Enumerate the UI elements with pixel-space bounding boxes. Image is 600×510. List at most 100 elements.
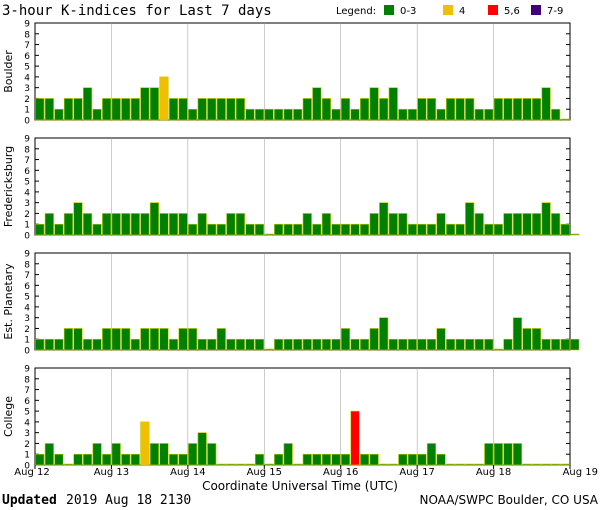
k-index-bar [541, 202, 551, 236]
k-index-bar [484, 108, 494, 121]
legend-item-label: 7-9 [547, 6, 563, 17]
k-index-bar [522, 98, 532, 121]
k-index-bar [216, 98, 226, 121]
legend-item-label: 5,6 [504, 6, 520, 17]
k-index-bar [159, 76, 169, 121]
k-index-bar [522, 213, 532, 236]
k-index-bar [551, 108, 561, 121]
k-index-bar [474, 338, 484, 351]
k-index-bar [207, 443, 217, 466]
k-index-bar [188, 443, 198, 466]
k-index-bar [493, 348, 503, 351]
k-index-bar [235, 213, 245, 236]
k-index-bar [178, 453, 188, 466]
k-index-bar [130, 98, 140, 121]
y-tick-label: 0 [24, 232, 30, 242]
k-index-bar [73, 202, 83, 236]
k-index-bar [111, 328, 121, 351]
panel-label: Est. Planetary [2, 263, 15, 340]
k-index-bar [245, 108, 255, 121]
k-index-bar [245, 223, 255, 236]
x-tick-label: Aug 15 [247, 467, 282, 478]
k-index-bar [426, 338, 437, 351]
k-index-bar [188, 108, 198, 121]
panel-frame [34, 137, 571, 236]
k-index-bar [493, 223, 503, 236]
y-tick-label: 5 [24, 408, 30, 418]
k-index-bar [455, 223, 465, 236]
k-index-bar [283, 223, 293, 236]
y-tick-label: 8 [24, 260, 30, 270]
k-index-bar [417, 98, 427, 121]
y-tick-label: 0 [24, 347, 30, 357]
k-index-bar [293, 108, 303, 121]
k-index-bar [522, 328, 532, 351]
k-index-bar [274, 108, 284, 121]
legend-item-label: 0-3 [400, 6, 416, 17]
k-index-bar [560, 463, 570, 466]
k-index-bar [340, 328, 351, 351]
k-index-bar [436, 108, 446, 121]
k-index-bar [178, 213, 188, 236]
k-index-bar [531, 463, 542, 466]
x-tick-label: Aug 14 [170, 467, 205, 478]
k-index-bar [331, 108, 341, 121]
k-index-bar [541, 463, 551, 466]
k-index-bar [82, 453, 93, 466]
k-index-bar [92, 443, 102, 466]
k-index-bar [541, 87, 551, 121]
k-index-bar [321, 453, 331, 466]
y-tick-label: 6 [24, 167, 30, 177]
k-index-bar [541, 338, 551, 351]
k-index-bar [102, 213, 112, 236]
k-index-bar [570, 338, 580, 351]
k-index-bar [379, 317, 389, 351]
k-index-bar [426, 223, 437, 236]
y-tick-label: 8 [24, 375, 30, 385]
y-tick-label: 4 [24, 73, 30, 83]
k-index-bar [168, 338, 179, 351]
k-index-bar [149, 443, 159, 466]
k-index-bar [321, 338, 331, 351]
y-tick-label: 2 [24, 440, 30, 450]
y-tick-label: 6 [24, 282, 30, 292]
k-index-bar [188, 223, 198, 236]
k-index-bar [503, 98, 513, 121]
y-tick-label: 3 [24, 429, 30, 439]
k-index-bar [493, 98, 503, 121]
updated-label: Updated [2, 493, 57, 508]
k-index-bar [82, 87, 93, 121]
k-index-bar [197, 213, 207, 236]
y-tick-label: 2 [24, 210, 30, 220]
y-tick-label: 6 [24, 52, 30, 62]
y-tick-label: 4 [24, 303, 30, 313]
k-index-bar [283, 338, 293, 351]
legend-swatch [443, 5, 453, 15]
k-index-bar [216, 463, 226, 466]
source-credit: NOAA/SWPC Boulder, CO USA [420, 493, 599, 507]
y-tick-label: 0 [24, 117, 30, 127]
updated-value: 2019 Aug 18 2130 [66, 493, 191, 508]
k-index-bar [407, 223, 417, 236]
k-index-bar [121, 98, 131, 121]
k-index-bar [560, 338, 570, 351]
k-index-bar [474, 213, 484, 236]
k-index-bar [312, 223, 322, 236]
k-index-bar [312, 87, 322, 121]
y-tick-label: 3 [24, 314, 30, 324]
k-index-bar [512, 443, 523, 466]
k-index-bar [446, 463, 456, 466]
k-index-bar [331, 453, 341, 466]
k-index-bar [82, 213, 93, 236]
k-index-bar [302, 453, 312, 466]
k-index-bar [465, 98, 475, 121]
y-tick-label: 9 [24, 365, 30, 375]
k-index-bar [207, 338, 217, 351]
k-index-bar [512, 317, 523, 351]
k-index-bar [254, 223, 265, 236]
k-index-bar [388, 87, 398, 121]
k-index-bar [340, 223, 351, 236]
